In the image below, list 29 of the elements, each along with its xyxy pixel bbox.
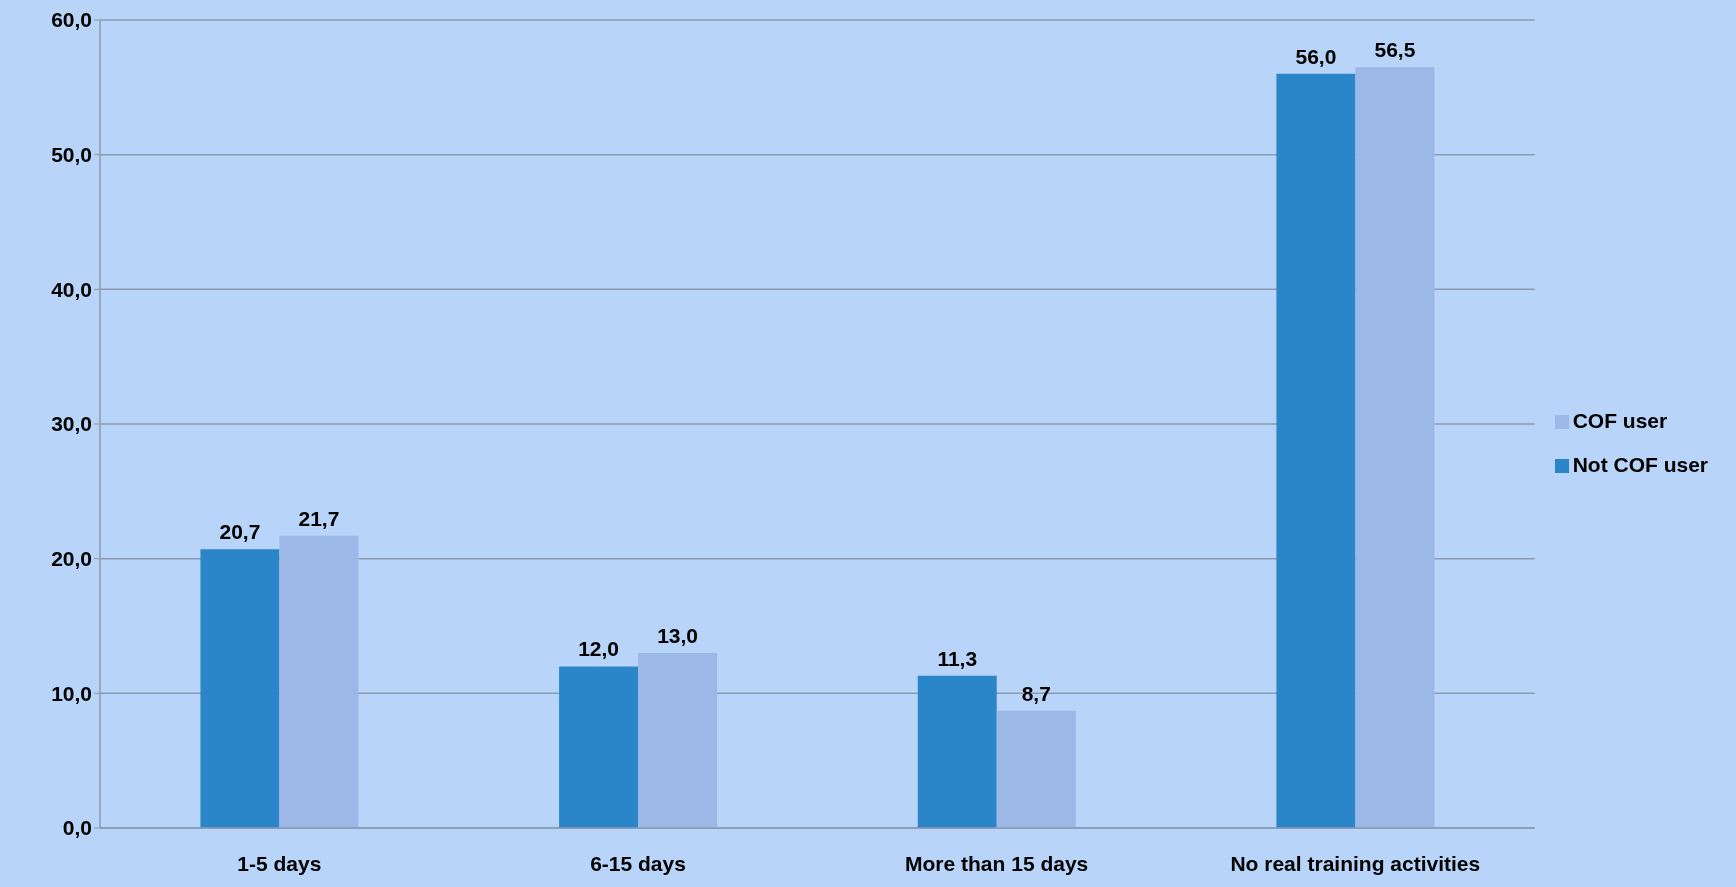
bar bbox=[996, 710, 1076, 828]
bar bbox=[200, 549, 280, 828]
y-tick-label: 30,0 bbox=[51, 412, 92, 436]
x-tick-label: No real training activities bbox=[1230, 851, 1481, 875]
y-tick-label: 40,0 bbox=[51, 277, 92, 301]
data-label: 56,5 bbox=[1374, 38, 1416, 62]
x-tick-label: 6-15 days bbox=[590, 851, 686, 875]
data-label: 8,7 bbox=[1021, 681, 1051, 705]
data-label: 20,7 bbox=[219, 520, 261, 544]
bar bbox=[917, 675, 997, 828]
bar bbox=[638, 652, 718, 828]
data-label: 21,7 bbox=[298, 506, 340, 530]
x-tick-label: More than 15 days bbox=[905, 851, 1089, 875]
y-tick-label: 10,0 bbox=[51, 681, 92, 705]
bar bbox=[279, 535, 359, 828]
legend-label: Not COF user bbox=[1572, 453, 1708, 476]
y-tick-label: 50,0 bbox=[51, 143, 92, 167]
bar bbox=[559, 666, 639, 828]
y-tick-label: 20,0 bbox=[51, 547, 92, 571]
y-tick-label: 0,0 bbox=[62, 816, 92, 840]
y-tick-label: 60,0 bbox=[51, 8, 92, 32]
data-label: 11,3 bbox=[937, 646, 978, 670]
data-label: 56,0 bbox=[1295, 44, 1337, 68]
x-tick-label: 1-5 days bbox=[237, 851, 322, 875]
bar bbox=[1355, 67, 1435, 828]
data-label: 12,0 bbox=[578, 637, 620, 661]
data-label: 13,0 bbox=[657, 623, 699, 647]
bar bbox=[1276, 73, 1356, 828]
legend-label: COF user bbox=[1572, 409, 1668, 432]
